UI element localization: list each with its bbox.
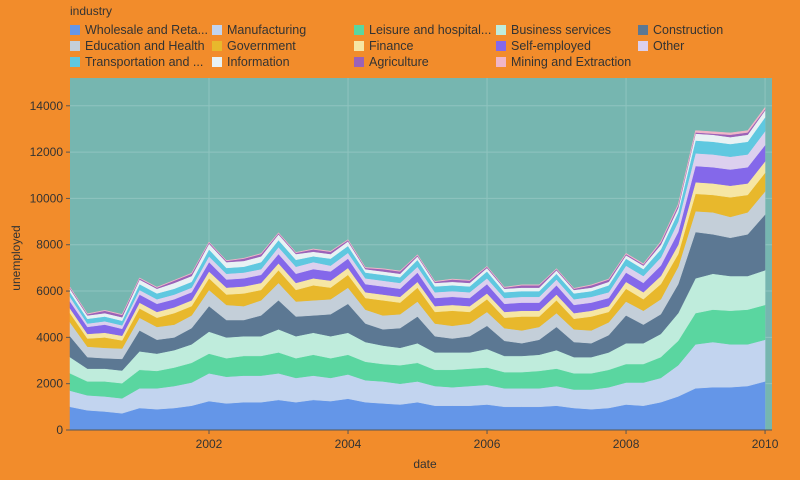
axes: 0 2000 4000 6000 8000 10000 12000 14000 2002 2004… (30, 99, 779, 451)
legend-item: Business services (496, 22, 611, 38)
legend-label: Education and Health (85, 39, 205, 53)
legend-swatch (354, 57, 364, 67)
legend-item: Other (638, 38, 684, 54)
legend-swatch (70, 41, 80, 51)
legend-swatch (212, 41, 222, 51)
legend-label: Mining and Extraction (511, 55, 632, 69)
legend-label: Manufacturing (227, 23, 307, 37)
y-axis-label: unemployed (9, 225, 23, 290)
legend-swatch (354, 25, 364, 35)
legend-swatch (212, 25, 222, 35)
x-axis-label: date (413, 457, 437, 471)
legend-label: Business services (511, 23, 612, 37)
area-layers (69, 106, 766, 431)
legend-label: Leisure and hospital... (369, 23, 492, 37)
legend-item: Finance (354, 38, 413, 54)
legend-item: Leisure and hospital... (354, 22, 491, 38)
legend-title: industry (70, 4, 113, 18)
legend-swatch (70, 57, 80, 67)
y-tick-label: 14000 (30, 99, 64, 113)
legend-label: Government (227, 39, 296, 53)
legend-swatch (496, 25, 506, 35)
legend-item: Government (212, 38, 296, 54)
y-tick-label: 0 (56, 423, 63, 437)
y-tick-label: 8000 (36, 238, 63, 252)
legend-item: Wholesale and Reta... (70, 22, 208, 38)
legend-label: Wholesale and Reta... (85, 23, 208, 37)
legend-item: Self-employed (496, 38, 591, 54)
x-tick-label: 2006 (474, 437, 501, 451)
legend-item: Construction (638, 22, 723, 38)
legend-item: Information (212, 54, 290, 70)
legend-label: Construction (653, 23, 724, 37)
legend-item: Education and Health (70, 38, 205, 54)
legend-label: Other (653, 39, 685, 53)
legend-swatch (70, 25, 80, 35)
legend-item: Agriculture (354, 54, 429, 70)
legend-item: Mining and Extraction (496, 54, 631, 70)
y-tick-label: 2000 (36, 377, 63, 391)
legend-swatch (638, 41, 648, 51)
x-tick-label: 2002 (196, 437, 223, 451)
y-tick-label: 6000 (36, 284, 63, 298)
legend-label: Self-employed (511, 39, 591, 53)
x-tick-label: 2004 (335, 437, 362, 451)
y-tick-label: 4000 (36, 330, 63, 344)
legend-item: Transportation and ... (70, 54, 203, 70)
area-series-13 (69, 106, 766, 316)
legend-label: Transportation and ... (85, 55, 204, 69)
legend-swatch (638, 25, 648, 35)
legend-label: Information (227, 55, 290, 69)
legend-swatch (496, 57, 506, 67)
legend-swatch (354, 41, 364, 51)
y-tick-label: 10000 (30, 191, 64, 205)
legend-label: Finance (369, 39, 414, 53)
legend-swatch (496, 41, 506, 51)
x-tick-label: 2008 (613, 437, 640, 451)
y-tick-label: 12000 (30, 145, 64, 159)
legend-item: Manufacturing (212, 22, 306, 38)
legend-label: Agriculture (369, 55, 429, 69)
x-tick-label: 2010 (752, 437, 779, 451)
legend-swatch (212, 57, 222, 67)
